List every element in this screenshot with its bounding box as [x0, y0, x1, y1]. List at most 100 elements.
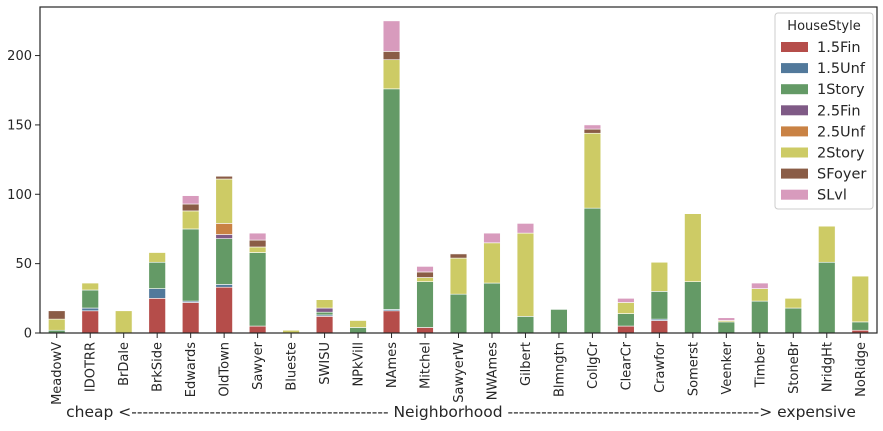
bar-Timber-2Story — [751, 288, 769, 302]
bar-Gilbert-SLvl — [516, 223, 535, 234]
bar-NridgHt-1Story — [818, 261, 836, 334]
bar-Veenker-SLvl — [717, 317, 736, 321]
bar-BrkSide-2Story — [148, 252, 166, 263]
bar-NAmes-SFoyer — [382, 51, 401, 61]
legend-box — [774, 12, 874, 210]
x-tick-label-MeadowV: MeadowV — [50, 342, 65, 405]
bar-BrkSide-1.5Unf — [148, 288, 166, 299]
x-tick-label-Somerst: Somerst — [686, 342, 701, 396]
bar-Somerst-2Story — [684, 213, 702, 282]
legend-swatch-2.5Fin — [781, 105, 808, 116]
bar-NridgHt-2Story — [818, 225, 836, 263]
bars-layer — [48, 20, 869, 334]
bar-Mitchel-SFoyer — [416, 271, 434, 278]
bar-Sawyer-1.5Fin — [248, 325, 267, 334]
x-tick-label-NoRidge: NoRidge — [854, 342, 869, 397]
x-tick-label-Blmngtn: Blmngtn — [552, 342, 567, 397]
bar-OldTown-2Story — [215, 178, 233, 224]
bar-OldTown-1.5Unf — [215, 284, 233, 288]
bar-Sawyer-2Story — [248, 246, 267, 253]
legend-swatch-SLvl — [781, 189, 808, 200]
bar-Edwards-1.5Fin — [181, 302, 200, 334]
legend-label-SFoyer: SFoyer — [817, 167, 866, 183]
bar-IDOTRR-1Story — [81, 289, 99, 309]
bar-Crawfor-1.5Fin — [650, 320, 669, 334]
bar-Mitchel-1.5Fin — [416, 327, 434, 334]
x-tick-label-BrkSide: BrkSide — [151, 342, 166, 392]
legend-label-SLvl: SLvl — [817, 188, 847, 204]
x-tick-label-ClearCr: ClearCr — [619, 341, 634, 390]
y-tick-label: 100 — [7, 188, 32, 203]
bar-NWAmes-SLvl — [483, 232, 501, 244]
bar-ClearCr-SLvl — [617, 298, 635, 303]
bar-Edwards-1Story — [181, 228, 200, 302]
bar-SawyerW-SFoyer — [449, 253, 468, 259]
x-tick-label-NridgHt: NridgHt — [820, 342, 835, 392]
bar-MeadowV-SFoyer — [48, 310, 66, 320]
bar-NAmes-2Story — [382, 59, 401, 90]
x-tick-label-BrDale: BrDale — [117, 342, 132, 386]
bar-NPkVill-2Story — [349, 320, 367, 328]
x-tick-label-NPkVill: NPkVill — [352, 342, 367, 387]
bar-Sawyer-SFoyer — [248, 239, 267, 248]
bar-CollgCr-2Story — [583, 132, 602, 209]
x-tick-label-Sawyer: Sawyer — [251, 341, 266, 390]
bar-Somerst-1Story — [684, 281, 702, 334]
bar-IDOTRR-2Story — [81, 282, 99, 291]
bar-Veenker-1Story — [717, 321, 736, 334]
x-tick-label-OldTown: OldTown — [218, 342, 233, 397]
bar-MeadowV-2Story — [48, 318, 66, 331]
bar-StoneBr-2Story — [784, 298, 802, 309]
legend-label-1.5Unf: 1.5Unf — [817, 61, 866, 77]
y-tick-label: 0 — [24, 327, 32, 342]
bar-NAmes-SLvl — [382, 20, 401, 52]
bar-Mitchel-SLvl — [416, 266, 434, 273]
bar-CollgCr-1Story — [583, 207, 602, 334]
x-tick-label-IDOTRR: IDOTRR — [84, 342, 99, 392]
x-tick-label-SWISU: SWISU — [318, 342, 333, 385]
bar-Timber-1Story — [751, 300, 769, 334]
bar-OldTown-1.5Fin — [215, 286, 233, 334]
bar-NPkVill-1Story — [349, 327, 367, 334]
bar-ClearCr-1Story — [617, 313, 635, 327]
bar-NWAmes-1Story — [483, 282, 501, 334]
legend-swatch-2Story — [781, 147, 808, 158]
legend-label-2.5Unf: 2.5Unf — [817, 124, 866, 140]
bar-CollgCr-SLvl — [583, 124, 602, 130]
x-axis: MeadowV IDOTRR BrDale BrkSide Edwards OldTown… — [50, 333, 869, 405]
x-tick-label-StoneBr: StoneBr — [787, 341, 802, 393]
bar-Mitchel-2Story — [416, 277, 434, 282]
bar-ClearCr-2Story — [617, 302, 635, 314]
bar-Gilbert-2Story — [516, 232, 535, 317]
bar-NAmes-1.5Fin — [382, 310, 401, 334]
bar-IDOTRR-1.5Unf — [81, 307, 99, 312]
bar-SWISU-2.5Fin — [315, 307, 334, 313]
x-tick-label-NAmes: NAmes — [385, 342, 400, 388]
bar-NAmes-1Story — [382, 88, 401, 310]
legend-swatch-1Story — [781, 84, 808, 95]
legend-label-2.5Fin: 2.5Fin — [817, 103, 861, 119]
bar-SWISU-1.5Fin — [315, 316, 334, 334]
bar-Timber-SLvl — [751, 282, 769, 289]
y-tick-label: 200 — [7, 49, 32, 64]
x-tick-label-Edwards: Edwards — [184, 342, 199, 397]
bar-IDOTRR-1.5Fin — [81, 310, 99, 334]
legend: HouseStyle 1.5Fin 1.5Unf 1Story 2.5Fin 2.5Un… — [774, 12, 874, 210]
bar-SWISU-2Story — [315, 299, 334, 309]
legend-swatch-2.5Unf — [781, 126, 808, 137]
bar-Edwards-SFoyer — [181, 203, 200, 212]
bar-Crawfor-2Story — [650, 261, 669, 292]
legend-title: HouseStyle — [787, 19, 860, 34]
legend-label-2Story: 2Story — [817, 146, 865, 162]
bar-SawyerW-1Story — [449, 293, 468, 334]
bar-Blmngtn-1Story — [550, 309, 568, 334]
bar-CollgCr-SFoyer — [583, 128, 602, 134]
bar-Edwards-SLvl — [181, 195, 200, 205]
x-tick-label-Veenker: Veenker — [720, 341, 735, 394]
x-tick-label-Crawfor: Crawfor — [653, 341, 668, 393]
x-tick-label-NWAmes: NWAmes — [485, 342, 500, 400]
bar-SawyerW-2Story — [449, 257, 468, 295]
bar-BrDale-2Story — [115, 310, 133, 334]
